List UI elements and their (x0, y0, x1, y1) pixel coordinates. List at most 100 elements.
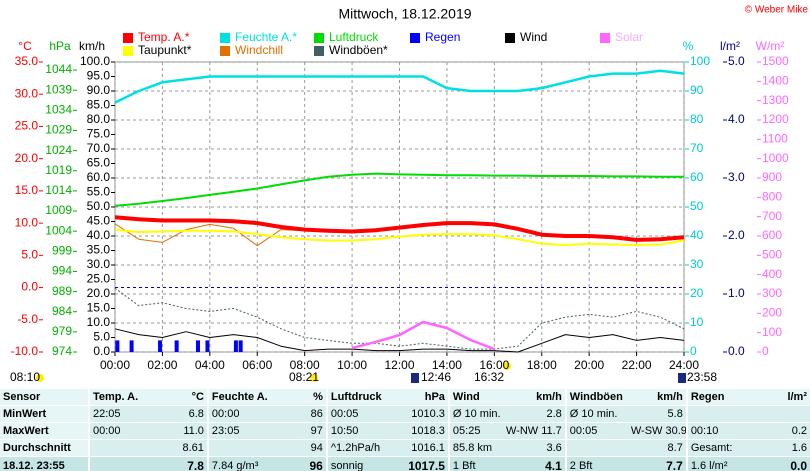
y-tick-label: 55.0 (87, 185, 111, 199)
legend-label: Temp. A.* (138, 30, 190, 44)
series-line (114, 215, 685, 242)
y-tick-label: 0.0 (93, 344, 110, 358)
y-tick-label: 25.0 (87, 272, 111, 286)
table-cell: 94 (269, 439, 327, 457)
table-cell: 00:00 (206, 405, 270, 423)
header-cell: Sensor (0, 389, 89, 406)
table-cell: 7.84 g/m³ (206, 456, 270, 471)
y-tick-label: 20 (690, 286, 704, 300)
axis-title: km/h (79, 39, 105, 53)
y-tick-label: 979 (52, 324, 72, 338)
y-tick-label: 1400 (762, 74, 789, 88)
header-cell: Feuchte A. (206, 389, 270, 406)
table-cell: 4.1 (500, 456, 566, 471)
x-tick-label: 14:00 (432, 358, 462, 372)
y-tick-label: 50 (690, 199, 704, 213)
y-tick-label: 60.0 (87, 170, 111, 184)
y-tick-label: -5.0 (17, 312, 38, 326)
time-annotation: 08:10 (10, 370, 40, 384)
rain-bar (129, 340, 134, 352)
table-cell: sonnig (325, 456, 389, 471)
y-tick-label: 40 (690, 228, 704, 242)
legend-swatch (220, 33, 230, 43)
y-tick-label: 50.0 (87, 199, 111, 213)
rain-bar (233, 340, 238, 352)
y-tick-label: 100 (690, 54, 710, 68)
y-tick-label: 35.0 (87, 243, 111, 257)
header-cell: Windböen (564, 389, 628, 406)
table-cell: 85.8 km (447, 439, 501, 457)
header-cell: Wind (447, 389, 501, 406)
table-cell: 23:05 (206, 422, 270, 440)
table-cell: 0.0 (759, 456, 810, 471)
series-line (114, 172, 684, 207)
x-tick-label: 20:00 (574, 358, 604, 372)
table-cell: 00:05 (564, 422, 628, 440)
table-cell: 3.6 (500, 439, 566, 457)
chart: Mittwoch, 18.12.2019 © Weber Mike 00:00 0… (10, 5, 809, 385)
x-tick-label: 18:00 (527, 358, 557, 372)
time-annotation: 23:58 (687, 370, 717, 384)
table-header: Sensor Temp. A. °C Feuchte A.% Luftdruck hPa W… (0, 389, 810, 406)
x-tick-label: 00:00 (100, 358, 130, 372)
table-cell: 5.8 (627, 405, 687, 423)
y-tick-label: 500 (762, 248, 782, 262)
copyright: © Weber Mike (745, 5, 809, 16)
y-tick-label: 0 (690, 344, 697, 358)
legend-label: Taupunkt* (138, 43, 192, 57)
x-tick-label: 10:00 (337, 358, 367, 372)
y-tick-label: 2.0 (728, 228, 745, 242)
table-cell: 0.2 (759, 422, 810, 440)
header-cell: Temp. A. (87, 389, 152, 406)
table-cell: 11.0 (151, 422, 208, 440)
series-line (351, 320, 495, 351)
y-tick-label: 60 (690, 170, 704, 184)
y-tick-label: 10.0 (87, 315, 111, 329)
x-tick-label: 16:00 (479, 358, 509, 372)
table-cell: 00:00 (87, 422, 152, 440)
rain-bar (195, 340, 200, 352)
table-cell: 97 (269, 422, 327, 440)
table-cell (564, 439, 628, 457)
header-cell: °C (151, 389, 208, 406)
y-tick-label: 400 (762, 267, 782, 281)
table-cell: 1018.3 (388, 422, 449, 440)
table-cell (759, 405, 810, 423)
table-cell: 00:05 (325, 405, 389, 423)
table-row: MaxWert 00:00 11.0 23:05 97 10:50 1018.3 05:25 W… (0, 422, 810, 440)
y-tick-label: 200 (762, 306, 782, 320)
y-tick-label: 1044 (45, 62, 72, 76)
table-cell: 1017.5 (388, 456, 449, 471)
table-cell: 7.8 (151, 456, 208, 471)
table-cell: Gesamt: (685, 439, 760, 457)
x-tick-label: 08:00 (290, 358, 320, 372)
y-tick-label: 75.0 (87, 127, 111, 141)
y-tick-label: 20.0 (15, 151, 39, 165)
legend-label: Feuchte A.* (235, 30, 297, 44)
y-tick-label: 1004 (45, 223, 72, 237)
rain-bar (205, 340, 210, 352)
y-tick-label: 85.0 (87, 98, 111, 112)
y-tick-label: 1200 (762, 112, 789, 126)
legend-swatch (314, 46, 324, 56)
y-tick-label: 1024 (45, 143, 72, 157)
series-line (114, 228, 685, 246)
y-tick-label: 30.0 (15, 86, 39, 100)
table-cell (206, 439, 270, 457)
time-annotation: 12:46 (421, 370, 451, 384)
table-cell: 18.12. 23:55 (0, 456, 89, 471)
y-tick-label: 1039 (45, 82, 72, 96)
y-tick-label: 1000 (762, 151, 789, 165)
y-tick-label: 0.0 (21, 280, 38, 294)
x-tick-label: 06:00 (242, 358, 272, 372)
y-tick-label: 0 (762, 344, 769, 358)
header-cell: km/h (627, 389, 687, 406)
table-cell: MaxWert (0, 422, 89, 440)
y-tick-label: 5.0 (21, 248, 38, 262)
table-cell: 1016.1 (388, 439, 449, 457)
header-cell: l/m² (759, 389, 810, 406)
table-cell: W-NW 11.7 (500, 422, 566, 440)
table-cell: 05:25 (447, 422, 501, 440)
legend-swatch (123, 33, 133, 43)
